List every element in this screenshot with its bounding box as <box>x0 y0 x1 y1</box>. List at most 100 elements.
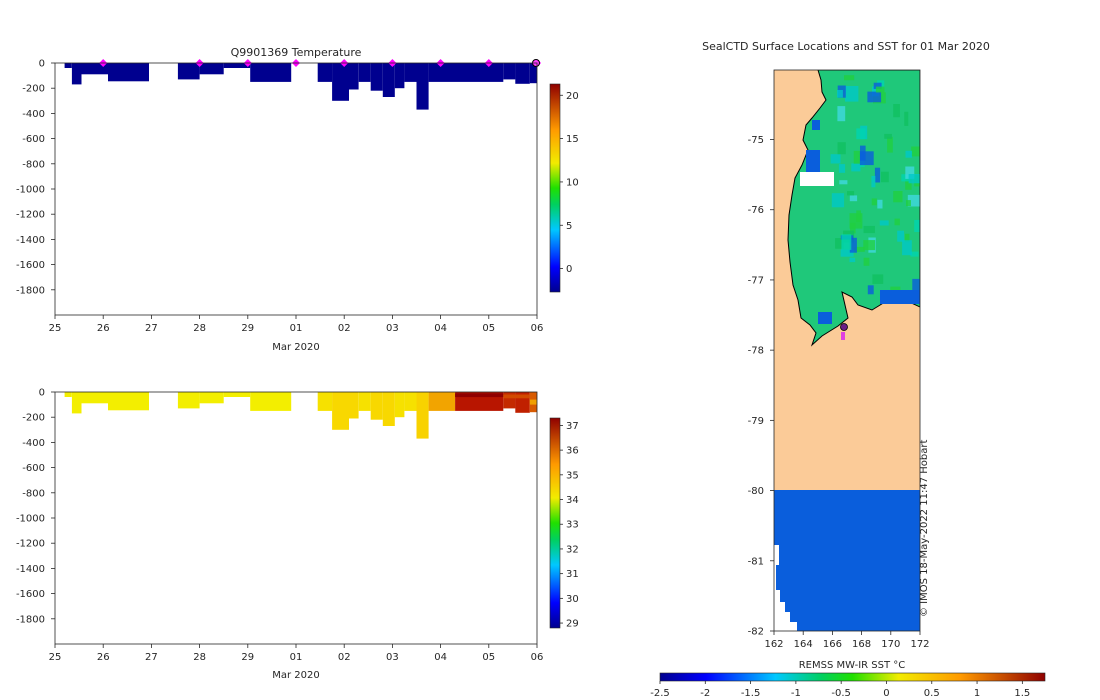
sst-patch <box>851 163 861 172</box>
y-tick-label: -1400 <box>16 235 45 246</box>
profile-column-7 <box>250 392 292 411</box>
sst-patch <box>877 199 883 209</box>
sst-patch <box>871 175 876 188</box>
map-title: SealCTD Surface Locations and SST for 01… <box>702 40 990 53</box>
temperature-colorbar-ticks: 20 15 10 5 0 <box>560 91 579 275</box>
sst-patch <box>907 194 920 207</box>
lon-tick-label: 168 <box>852 639 871 650</box>
y-tick-label: -1000 <box>16 185 45 196</box>
x-tick-label: 03 <box>386 652 399 663</box>
sst-colorbar-tick-label: 1.5 <box>1014 688 1030 699</box>
y-tick-label: -200 <box>22 413 45 424</box>
sst-patch <box>887 136 893 153</box>
colorbar-tick-label: 15 <box>566 134 579 145</box>
x-tick-label: 04 <box>434 652 447 663</box>
y-tick-label: -1200 <box>16 210 45 221</box>
salinity-y-ticks: 0 -200 -400 -600 -800 -1000 -1200 -1400 -1600 -18… <box>16 388 55 625</box>
profile-column-3 <box>108 392 149 411</box>
profile-column-8 <box>317 63 333 82</box>
sst-colorbar-tick-label: 0 <box>883 688 889 699</box>
profile-column-9 <box>332 392 349 430</box>
sst-patch <box>897 230 904 242</box>
y-tick-label: -600 <box>22 134 45 145</box>
temperature-axes-box <box>54 62 538 316</box>
map-area <box>774 70 920 631</box>
sst-patch <box>863 225 875 234</box>
y-tick-label: 0 <box>39 59 45 70</box>
seal-location-marker <box>840 323 848 331</box>
southern-ocean-fill <box>774 490 920 631</box>
map-x-ticks: 162 164 166 168 170 172 <box>764 631 930 650</box>
x-tick-label: 01 <box>290 323 303 334</box>
colorbar-tick-label: 20 <box>566 91 579 102</box>
x-tick-label: 04 <box>434 323 447 334</box>
y-tick-label: -200 <box>22 84 45 95</box>
sst-patch <box>854 246 865 252</box>
colorbar-tick-label: 5 <box>566 221 572 232</box>
sst-patch <box>849 237 857 253</box>
y-tick-label: -800 <box>22 488 45 499</box>
profile-column-12 <box>370 392 383 420</box>
sst-patch <box>849 195 858 202</box>
sst-patch <box>830 154 841 164</box>
profile-column-7 <box>250 63 292 82</box>
sst-patch <box>905 150 912 158</box>
salinity-x-label: Mar 2020 <box>272 670 320 681</box>
profile-column-8 <box>317 392 333 411</box>
sst-patch <box>906 200 911 207</box>
salinity-streak-0 <box>455 393 504 398</box>
profile-column-13 <box>382 63 395 97</box>
sst-patch <box>856 210 861 222</box>
sst-patch <box>856 128 866 140</box>
coast-inlet <box>800 172 834 186</box>
colorbar-tick-label: 10 <box>566 177 579 188</box>
profile-column-4 <box>177 392 200 409</box>
lat-tick-label: -79 <box>748 416 764 427</box>
profile-column-6 <box>223 63 251 68</box>
sst-patch <box>908 174 920 184</box>
map-data-gap <box>774 545 797 631</box>
profile-column-3 <box>108 63 149 82</box>
profile-column-17 <box>428 392 456 411</box>
seal-track-marker <box>841 332 845 340</box>
x-tick-label: 02 <box>338 323 351 334</box>
profile-column-0 <box>64 63 72 68</box>
profile-column-10 <box>349 63 359 90</box>
profile-column-4 <box>177 63 200 80</box>
sst-patch <box>844 75 855 81</box>
sst-patch <box>867 285 874 295</box>
salinity-profiles <box>64 392 537 439</box>
x-tick-label: 28 <box>193 652 206 663</box>
salinity-panel: 0 -200 -400 -600 -800 -1000 -1200 -1400 -1600 -18… <box>16 388 579 682</box>
sst-patches <box>806 75 920 324</box>
sst-colorbar-tick-label: -2 <box>700 688 710 699</box>
lat-tick-label: -81 <box>748 556 764 567</box>
profile-column-19 <box>515 63 530 84</box>
sst-colorbar <box>659 672 1046 682</box>
map-y-ticks: -75 -76 -77 -78 -79 -80 -81 -82 <box>748 135 774 638</box>
imos-watermark: © IMOS 18-May-2022 11:47 Hobart <box>919 440 930 617</box>
y-tick-label: -800 <box>22 159 45 170</box>
colorbar-tick-label: 31 <box>566 569 579 580</box>
x-tick-label: 26 <box>97 323 110 334</box>
colorbar-tick-label: 0 <box>566 264 572 275</box>
y-tick-label: -400 <box>22 438 45 449</box>
sst-patch <box>837 142 846 155</box>
sst-colorbar-ticks: -2.5 -2 -1.5 -1 -0.5 0 0.5 1 1.5 <box>650 681 1030 699</box>
sst-colorbar-tick-label: -0.5 <box>831 688 851 699</box>
lat-tick-label: -76 <box>748 205 764 216</box>
y-tick-label: 0 <box>39 388 45 399</box>
sst-patch <box>853 150 860 164</box>
profile-column-14 <box>394 63 405 89</box>
profile-column-10 <box>349 392 359 419</box>
lat-tick-label: -78 <box>748 346 764 357</box>
salinity-axes-box <box>54 391 538 645</box>
colorbar-tick-label: 37 <box>566 421 579 432</box>
sst-patch <box>875 86 885 93</box>
profile-column-11 <box>358 392 371 411</box>
x-tick-label: 01 <box>290 652 303 663</box>
lat-tick-label: -82 <box>748 627 764 638</box>
cold-sst-patch <box>818 312 832 324</box>
salinity-x-ticks: 25 26 27 28 29 01 02 03 04 05 06 <box>49 644 544 663</box>
x-tick-label: 06 <box>531 652 544 663</box>
